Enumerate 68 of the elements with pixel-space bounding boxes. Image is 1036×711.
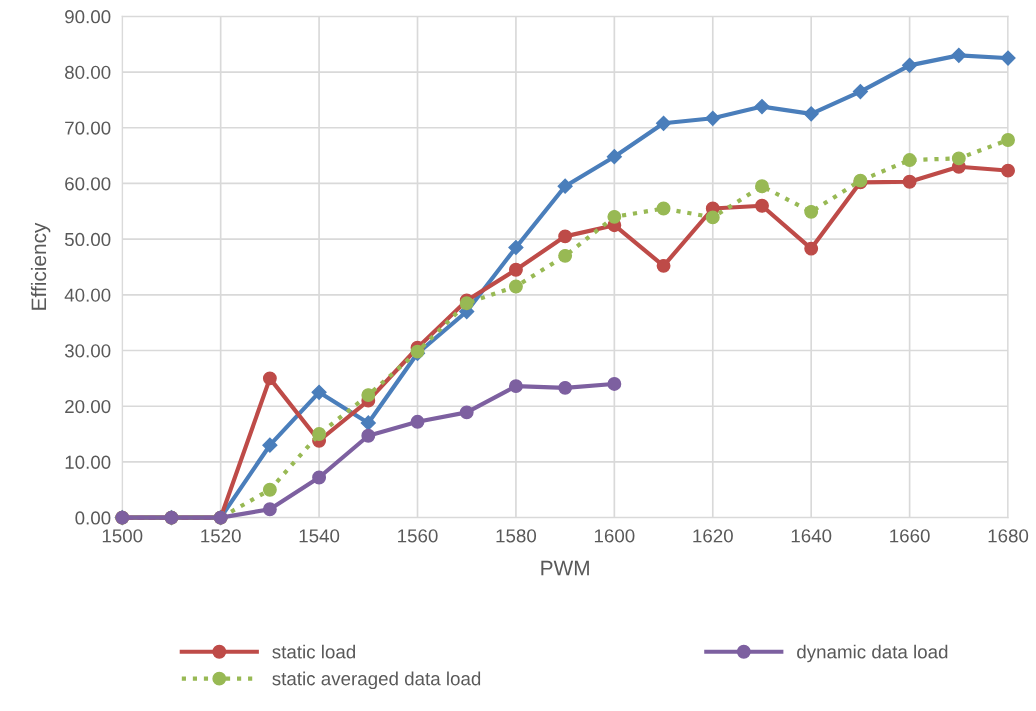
y-tick-label: 60.00 bbox=[65, 177, 111, 191]
point bbox=[705, 210, 720, 225]
point bbox=[656, 258, 671, 273]
point bbox=[262, 482, 277, 497]
point bbox=[804, 241, 819, 256]
y-tick-label: 40.00 bbox=[64, 288, 111, 302]
x-tick-label: 1540 bbox=[299, 529, 340, 543]
point bbox=[558, 248, 573, 263]
x-tick-label: 1500 bbox=[102, 529, 143, 543]
point bbox=[804, 204, 819, 219]
legend-label: static load bbox=[272, 644, 356, 659]
y-tick-label: 90.00 bbox=[65, 10, 111, 24]
point bbox=[262, 371, 277, 386]
point bbox=[558, 229, 573, 244]
point bbox=[311, 384, 327, 400]
point bbox=[1001, 133, 1015, 147]
point bbox=[754, 99, 770, 115]
point bbox=[902, 174, 917, 189]
y-tick-label: 50.00 bbox=[64, 232, 111, 247]
x-tick-label: 1560 bbox=[398, 529, 438, 543]
x-tick-label: 1520 bbox=[201, 529, 241, 543]
legend-label: dynamic data load bbox=[797, 644, 948, 663]
x-tick-label: 1640 bbox=[791, 529, 832, 543]
point bbox=[755, 198, 769, 213]
point bbox=[508, 262, 523, 277]
point bbox=[607, 376, 622, 391]
point bbox=[508, 239, 524, 256]
x-axis-title: PWM bbox=[541, 560, 589, 576]
point bbox=[803, 106, 819, 122]
x-tick-label: 1600 bbox=[594, 529, 635, 543]
point bbox=[262, 502, 277, 517]
y-tick-label: 10.00 bbox=[65, 455, 111, 469]
point bbox=[361, 428, 376, 443]
point bbox=[902, 57, 918, 73]
y-axis-title: Efficiency bbox=[30, 222, 51, 310]
point bbox=[557, 178, 573, 194]
point bbox=[558, 380, 573, 395]
point bbox=[312, 427, 327, 442]
point bbox=[606, 149, 622, 165]
legend-label: static averaged data load bbox=[272, 671, 481, 690]
x-tick-label: 1680 bbox=[988, 529, 1029, 543]
point bbox=[951, 47, 967, 63]
point bbox=[312, 470, 327, 485]
point bbox=[361, 388, 376, 403]
point bbox=[852, 83, 868, 100]
point bbox=[951, 151, 966, 166]
point bbox=[360, 415, 376, 431]
y-tick-label: 80.00 bbox=[65, 65, 111, 80]
point bbox=[655, 115, 672, 131]
x-tick-label: 1620 bbox=[693, 529, 733, 543]
y-tick-label: 0.00 bbox=[75, 511, 111, 525]
y-tick-label: 30.00 bbox=[64, 344, 111, 358]
point bbox=[1000, 50, 1016, 66]
point bbox=[262, 437, 278, 453]
point bbox=[459, 405, 474, 420]
point bbox=[1001, 163, 1015, 178]
point bbox=[607, 209, 622, 224]
y-tick-label: 70.00 bbox=[65, 121, 111, 135]
point bbox=[410, 414, 425, 429]
y-tick-label: 20.00 bbox=[65, 399, 111, 414]
point bbox=[656, 201, 671, 216]
point bbox=[902, 153, 917, 167]
point bbox=[508, 279, 523, 294]
x-tick-label: 1660 bbox=[890, 529, 930, 543]
x-tick-label: 1580 bbox=[496, 529, 537, 543]
point bbox=[508, 379, 523, 394]
point bbox=[705, 110, 721, 126]
point bbox=[755, 179, 769, 194]
